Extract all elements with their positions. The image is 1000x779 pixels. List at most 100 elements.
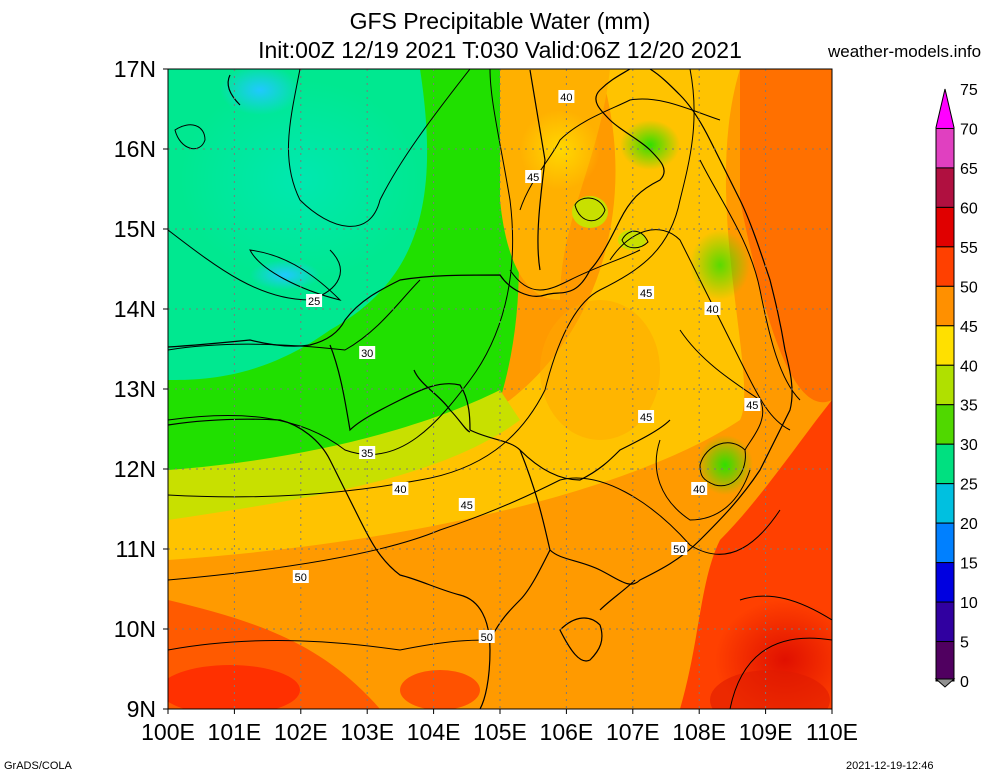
lon-label: 107E (606, 719, 660, 745)
lon-label: 103E (340, 719, 394, 745)
contour-label: 30 (359, 346, 376, 360)
contour-label: 45 (638, 410, 655, 424)
contour-label: 45 (638, 286, 655, 300)
contour-label-text: 45 (527, 172, 539, 184)
lon-label: 105E (473, 719, 527, 745)
lat-label: 16N (114, 136, 156, 162)
contour-label-text: 45 (640, 412, 652, 424)
colorbar-segment (935, 364, 955, 406)
contour-line (699, 442, 746, 487)
latitude-axis: 17N 16N 15N 14N 13N 12N 11N 10N 9N (114, 56, 156, 722)
contour-line (621, 230, 649, 249)
contour-label: 50 (671, 542, 688, 556)
colorbar-segment (935, 483, 955, 524)
colorbar-label: 20 (960, 516, 978, 533)
coastline-and-borders (168, 69, 793, 709)
contour-line (574, 197, 606, 222)
contour-label: 40 (704, 302, 721, 316)
colorbar-label: 15 (960, 556, 978, 573)
contour-label: 40 (691, 482, 708, 496)
contour-line (699, 159, 801, 401)
contour-line (729, 637, 832, 709)
contour-line (168, 69, 695, 498)
contour-label-text: 40 (693, 484, 705, 496)
contour-label: 45 (744, 398, 761, 412)
contour-line (655, 439, 751, 521)
contour-line (287, 69, 471, 227)
lat-label: 11N (116, 536, 157, 562)
colorbar-label: 35 (960, 398, 978, 415)
colorbar-label: 5 (960, 635, 969, 652)
colorbar-segment (935, 404, 955, 445)
footer-timestamp: 2021-12-19-12:46 (846, 760, 934, 772)
contour-line (168, 639, 491, 651)
colorbar-segment (935, 285, 955, 327)
contour-line (168, 477, 781, 581)
lat-label: 17N (114, 56, 156, 82)
contour-label: 45 (458, 498, 475, 512)
colorbar-label: 25 (960, 477, 978, 494)
contour-label: 40 (392, 482, 409, 496)
colorbar-label: 0 (960, 674, 969, 691)
contour-label-text: 45 (640, 288, 652, 300)
contour-label-text: 40 (560, 92, 572, 104)
contour-lines (168, 69, 832, 709)
lon-label: 108E (672, 719, 726, 745)
coastline (519, 69, 793, 585)
colorbar-segment (935, 601, 955, 643)
lon-label: 109E (739, 719, 793, 745)
colorbar-label: 65 (960, 161, 978, 178)
contour-label-text: 45 (746, 400, 758, 412)
contour-label-text: 45 (461, 500, 473, 512)
contour-label-text: 25 (308, 296, 320, 308)
colorbar-segment (935, 641, 955, 682)
border-line (529, 69, 546, 271)
lon-label: 110E (806, 719, 858, 745)
contour-label: 35 (359, 446, 376, 460)
contour-value-labels: 40 45 25 30 45 40 45 45 35 40 40 45 50 50 50 (292, 90, 761, 644)
colorbar-label: 50 (960, 279, 978, 296)
contour-line (249, 249, 342, 301)
contour-label: 50 (292, 570, 309, 584)
colorbar-label: 10 (960, 595, 978, 612)
contour-line (679, 329, 764, 451)
contour-label: 25 (306, 294, 323, 308)
colorbar-label: 55 (960, 240, 978, 257)
contour-line (168, 279, 421, 351)
contour-label-text: 50 (295, 572, 307, 584)
lat-label: 10N (114, 616, 156, 642)
contour-line (174, 124, 206, 150)
border-line (227, 74, 241, 106)
colorbar-label: 30 (960, 437, 978, 454)
colorbar-label: 45 (960, 319, 978, 336)
border-line (168, 69, 665, 348)
contour-line (168, 69, 514, 456)
lon-label: 102E (274, 719, 328, 745)
colorbar-segment (935, 246, 955, 287)
lat-label: 12N (114, 456, 156, 482)
lat-label: 14N (114, 296, 156, 322)
lon-label: 104E (407, 719, 461, 745)
lon-label: 100E (141, 719, 195, 745)
contour-label-text: 50 (673, 544, 685, 556)
contour-label: 40 (558, 90, 575, 104)
coastline (599, 579, 636, 611)
map-subtitle: Init:00Z 12/19 2021 T:030 Valid:06Z 12/2… (258, 37, 742, 63)
lon-label: 106E (540, 719, 594, 745)
colorbar-end-arrow (934, 678, 956, 688)
contour-label: 45 (525, 170, 542, 184)
lat-label: 9N (127, 696, 156, 722)
footer-software-label: GrADS/COLA (4, 760, 72, 772)
colorbar-segment (935, 325, 955, 366)
colorbar-segment (935, 206, 955, 248)
colorbar-segment (935, 562, 955, 603)
colorbar-label: 60 (960, 200, 978, 217)
site-label: weather-models.info (828, 42, 982, 61)
colorbar-segment (935, 167, 955, 208)
contour-line (509, 249, 641, 291)
lon-label: 101E (208, 719, 262, 745)
colorbar-label: 70 (960, 121, 978, 138)
contour-line (609, 229, 791, 431)
colorbar-segment (935, 443, 955, 485)
